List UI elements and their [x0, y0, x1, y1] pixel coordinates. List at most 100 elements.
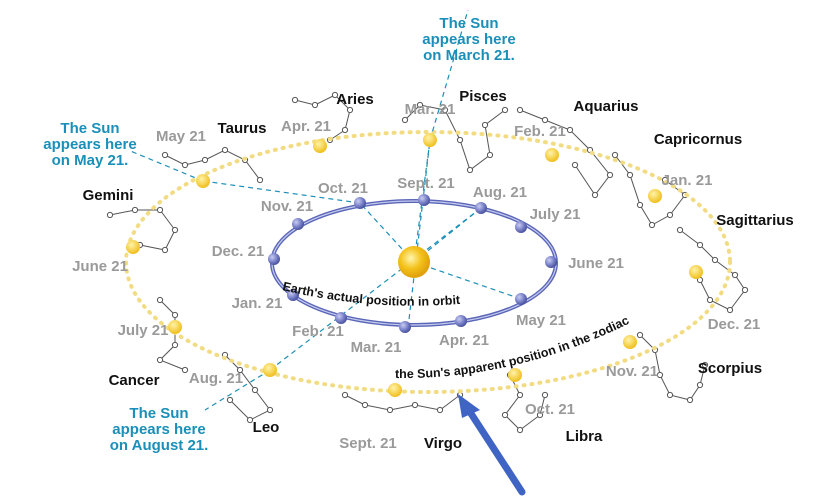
constellation-star — [706, 296, 714, 304]
constellation-name: Libra — [566, 428, 603, 445]
constellation-star — [221, 146, 229, 154]
constellation-star — [501, 106, 509, 114]
constellation-star — [636, 331, 644, 339]
constellation-name: Cancer — [109, 372, 160, 389]
sun-month-label: Oct. 21 — [525, 401, 575, 418]
earth-month-label: Aug. 21 — [473, 184, 527, 201]
callout-line: The Sun — [60, 120, 119, 137]
earth-month-label: Oct. 21 — [318, 180, 368, 197]
constellation-figure — [109, 209, 176, 251]
constellation-star — [676, 226, 684, 234]
earth-position-dot — [545, 256, 557, 268]
constellation-star — [731, 271, 739, 279]
constellation-name: Sagittarius — [716, 212, 794, 229]
constellation-name: Aquarius — [573, 98, 638, 115]
earth-position-dot — [292, 218, 304, 230]
apparent-sun-dot — [423, 133, 437, 147]
constellation-star — [106, 211, 114, 219]
constellation-star — [256, 176, 264, 184]
sun-month-labels: Mar. 21 Feb. 21 Jan. 21 Dec. 21 Nov. 21 Oct. … — [72, 101, 760, 452]
constellation-star — [201, 156, 209, 164]
constellation-name: Scorpius — [698, 360, 762, 377]
constellation-star — [156, 206, 164, 214]
constellation-star — [181, 161, 189, 169]
earth-position-dot — [515, 293, 527, 305]
apparent-sun-dot — [196, 174, 210, 188]
apparent-sun-dot — [263, 363, 277, 377]
callout-line: on May 21. — [52, 152, 129, 169]
sun-month-label: Nov. 21 — [606, 363, 658, 380]
constellation-star — [696, 381, 704, 389]
constellation-star — [516, 426, 524, 434]
constellation-star — [341, 391, 349, 399]
apparent-sun-dot — [313, 139, 327, 153]
earth-month-label: Dec. 21 — [212, 243, 265, 260]
sun — [398, 246, 430, 278]
constellation-star — [441, 106, 449, 114]
constellation-name: Pisces — [459, 88, 507, 105]
earth-position-dot — [475, 202, 487, 214]
earth-month-label: June 21 — [568, 255, 624, 272]
constellation-figure — [164, 149, 261, 181]
earth-position-dot — [399, 321, 411, 333]
apparent-sun-dot — [648, 189, 662, 203]
constellation-star — [246, 416, 254, 424]
earth-position-dot — [515, 221, 527, 233]
constellation-star — [266, 406, 274, 414]
earth-position-dot — [418, 194, 430, 206]
constellation-star — [386, 406, 394, 414]
constellation-star — [666, 211, 674, 219]
sun-apparent-path — [124, 130, 732, 394]
sun-month-label: July 21 — [118, 322, 169, 339]
constellation-star — [291, 96, 299, 104]
constellation-star — [346, 106, 354, 114]
constellation-figure — [344, 394, 461, 411]
constellation-name: Gemini — [83, 187, 134, 204]
sun-month-label: Aug. 21 — [189, 370, 243, 387]
sun-month-label: Mar. 21 — [405, 101, 456, 118]
sight-line — [413, 261, 522, 300]
constellation-star — [251, 386, 259, 394]
constellation-name: Virgo — [424, 435, 462, 452]
constellation-star — [416, 101, 424, 109]
constellation-star — [456, 136, 464, 144]
constellation-star — [156, 296, 164, 304]
constellation-star — [501, 411, 509, 419]
earth-month-label: May 21 — [516, 312, 566, 329]
callout-line: The Sun — [439, 15, 498, 32]
constellation-star — [656, 371, 664, 379]
sight-line — [413, 139, 431, 263]
constellation-star — [686, 396, 694, 404]
sun-month-label: Feb. 21 — [514, 123, 566, 140]
earth-month-label: July 21 — [530, 206, 581, 223]
callout-line: appears here — [112, 421, 205, 438]
constellation-star — [466, 166, 474, 174]
earth-month-label: Feb. 21 — [292, 323, 344, 340]
sight-line — [204, 369, 271, 411]
constellation-name: Capricornus — [654, 131, 742, 148]
callout-line: The Sun — [129, 405, 188, 422]
earth-position-dot — [287, 289, 299, 301]
constellation-figure — [404, 104, 506, 171]
constellation-star — [726, 306, 734, 314]
constellation-name: Leo — [253, 419, 280, 436]
earth-month-label: Nov. 21 — [261, 198, 313, 215]
constellation-star — [131, 206, 139, 214]
sight-line — [127, 149, 204, 182]
earth-month-label: Mar. 21 — [351, 339, 402, 356]
constellation-star — [648, 221, 656, 229]
constellation-star — [666, 391, 674, 399]
constellation-labels: Pisces Aquarius Capricornus Sagittarius Scor… — [83, 88, 794, 452]
sun-month-label: June 21 — [72, 258, 128, 275]
sun-month-label: May 21 — [156, 128, 206, 145]
callout-line: appears here — [422, 31, 515, 48]
constellation-star — [606, 171, 614, 179]
constellation-star — [171, 341, 179, 349]
constellation-star — [516, 106, 524, 114]
earth-positions — [268, 194, 557, 333]
